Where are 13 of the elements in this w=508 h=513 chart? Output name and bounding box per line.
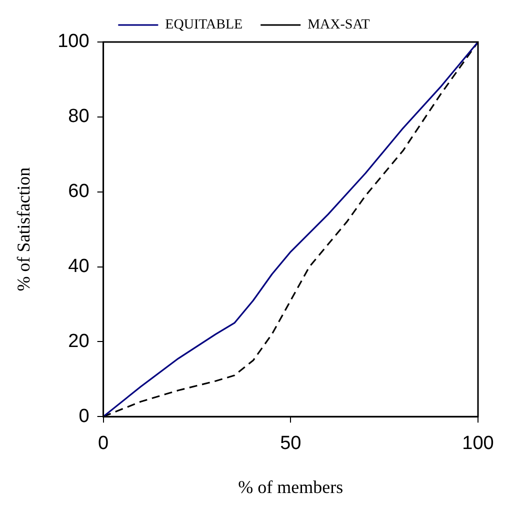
y-axis-title: % of Satisfaction	[14, 167, 34, 292]
y-tick-label: 40	[68, 256, 90, 277]
x-axis-title: % of members	[238, 476, 344, 497]
legend-label: EQUITABLE	[165, 18, 243, 33]
y-tick-label: 60	[68, 181, 90, 202]
legend-label: MAX-SAT	[308, 18, 370, 33]
y-tick-label: 100	[58, 31, 90, 52]
y-tick-label: 80	[68, 106, 90, 128]
y-tick-label: 20	[68, 330, 90, 352]
x-tick-label: 50	[280, 433, 302, 454]
x-tick-label: 0	[98, 433, 109, 454]
x-tick-label: 100	[462, 433, 494, 454]
y-tick-label: 0	[78, 406, 90, 427]
